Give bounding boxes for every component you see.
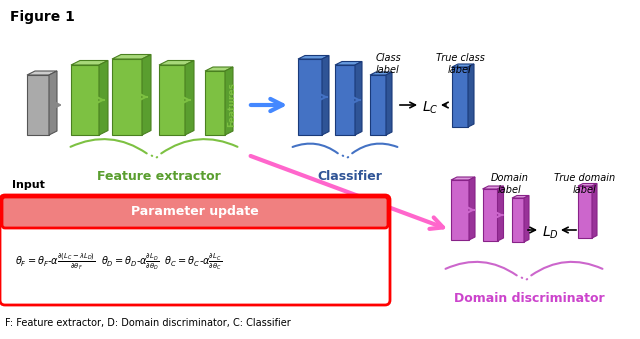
Polygon shape xyxy=(469,177,475,240)
Polygon shape xyxy=(592,183,597,238)
Polygon shape xyxy=(71,60,108,65)
FancyBboxPatch shape xyxy=(2,197,388,228)
Polygon shape xyxy=(578,186,592,238)
Polygon shape xyxy=(112,59,142,135)
Polygon shape xyxy=(335,65,355,135)
Polygon shape xyxy=(335,61,362,65)
Polygon shape xyxy=(355,61,362,135)
Polygon shape xyxy=(451,180,469,240)
Polygon shape xyxy=(370,75,386,135)
Polygon shape xyxy=(225,67,233,135)
Text: $L_C$: $L_C$ xyxy=(422,100,438,116)
Text: Parameter update: Parameter update xyxy=(131,205,259,219)
Polygon shape xyxy=(451,177,475,180)
Polygon shape xyxy=(27,75,49,135)
Polygon shape xyxy=(497,186,504,241)
Polygon shape xyxy=(159,60,194,65)
Text: True domain
label: True domain label xyxy=(554,174,616,195)
Polygon shape xyxy=(99,60,108,135)
Text: Domain
label: Domain label xyxy=(491,174,529,195)
Polygon shape xyxy=(468,64,474,127)
Polygon shape xyxy=(298,56,329,59)
Polygon shape xyxy=(71,65,99,135)
Polygon shape xyxy=(322,56,329,135)
Polygon shape xyxy=(205,67,233,71)
Text: Features: Features xyxy=(227,83,237,127)
Polygon shape xyxy=(27,71,57,75)
FancyBboxPatch shape xyxy=(0,195,390,305)
Text: Domain discriminator: Domain discriminator xyxy=(454,292,604,305)
Polygon shape xyxy=(370,72,392,75)
Text: $\theta_F = \theta_F\text{-}\alpha\frac{\partial(L_C-\lambda L_D)}{\partial\thet: $\theta_F = \theta_F\text{-}\alpha\frac{… xyxy=(15,252,222,273)
Polygon shape xyxy=(205,71,225,135)
Polygon shape xyxy=(452,64,474,67)
Polygon shape xyxy=(512,196,529,198)
Polygon shape xyxy=(512,198,524,242)
Text: Class
label: Class label xyxy=(375,54,401,75)
Polygon shape xyxy=(112,55,151,59)
Polygon shape xyxy=(452,67,468,127)
Polygon shape xyxy=(159,65,185,135)
Polygon shape xyxy=(298,59,322,135)
Polygon shape xyxy=(142,55,151,135)
Polygon shape xyxy=(524,196,529,242)
Polygon shape xyxy=(49,71,57,135)
Text: Input: Input xyxy=(12,180,44,190)
Polygon shape xyxy=(578,183,597,186)
Polygon shape xyxy=(185,60,194,135)
Polygon shape xyxy=(483,186,504,189)
Text: F: Feature extractor, D: Domain discriminator, C: Classifier: F: Feature extractor, D: Domain discrimi… xyxy=(5,318,291,328)
Text: Figure 1: Figure 1 xyxy=(10,10,75,24)
Text: True class
label: True class label xyxy=(436,54,484,75)
Text: Feature extractor: Feature extractor xyxy=(97,170,221,183)
Polygon shape xyxy=(483,189,497,241)
Text: Classifier: Classifier xyxy=(317,170,383,183)
Text: $L_D$: $L_D$ xyxy=(542,225,559,241)
Polygon shape xyxy=(386,72,392,135)
